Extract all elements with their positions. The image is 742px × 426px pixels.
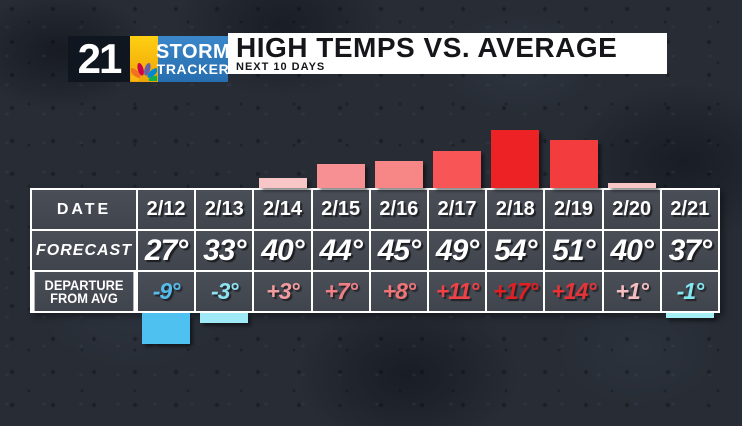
departure-cell: -1° (661, 272, 718, 311)
departure-cell: +1° (603, 272, 660, 311)
forecast-cell: 27° (138, 231, 195, 270)
date-cell: 2/12 (138, 190, 195, 229)
date-cell: 2/17 (429, 190, 486, 229)
departure-bar (316, 164, 365, 188)
row-label-date: DATE (32, 190, 136, 229)
date-cell: 2/20 (603, 190, 660, 229)
departure-cell: -9° (138, 272, 195, 311)
station-number: 21 (77, 35, 123, 82)
station-logo: 21 (68, 36, 130, 82)
departure-bar (200, 313, 249, 323)
row-label-forecast: FORECAST (32, 231, 136, 270)
departure-bar (433, 151, 482, 188)
page-subtitle: NEXT 10 DAYS (236, 61, 326, 73)
departure-bar (142, 313, 191, 344)
brand-line1: STORM (155, 40, 231, 63)
page-title: HIGH TEMPS VS. AVERAGE (236, 32, 618, 63)
date-cell: 2/13 (196, 190, 253, 229)
row-label-departure-line2: FROM AVG (50, 290, 118, 306)
departure-cell: +7° (312, 272, 369, 311)
date-cell: 2/19 (545, 190, 602, 229)
departure-bar (549, 140, 598, 188)
departure-cell: +11° (429, 272, 486, 311)
forecast-cell: 37° (661, 231, 718, 270)
departure-cell: +3° (254, 272, 311, 311)
stormtracker-brand: STORM TRACKER (155, 36, 231, 82)
brand-line2: TRACKER (156, 60, 230, 77)
departure-cell: +17° (487, 272, 544, 311)
title-banner: HIGH TEMPS VS. AVERAGE NEXT 10 DAYS (228, 33, 667, 74)
departure-cell: +8° (370, 272, 427, 311)
date-cell: 2/15 (312, 190, 369, 229)
forecast-cell: 40° (254, 231, 311, 270)
date-cell: 2/21 (661, 190, 718, 229)
date-cell: 2/18 (487, 190, 544, 229)
departure-bar (491, 130, 540, 188)
departure-bar (665, 313, 714, 318)
forecast-cell: 54° (487, 231, 544, 270)
nbc-peacock-icon (131, 63, 157, 81)
departure-bar (607, 183, 656, 188)
forecast-cell: 33° (196, 231, 253, 270)
logo-yellow-stripe (130, 36, 158, 82)
departure-bar (258, 178, 307, 188)
forecast-cell: 40° (603, 231, 660, 270)
date-cell: 2/16 (370, 190, 427, 229)
row-label-departure-line1: DEPARTURE (44, 277, 124, 293)
forecast-cell: 45° (370, 231, 427, 270)
forecast-cell: 44° (312, 231, 369, 270)
row-label-departure: DEPARTURE FROM AVG (34, 272, 134, 311)
date-cell: 2/14 (254, 190, 311, 229)
departure-bar (374, 161, 423, 188)
forecast-cell: 51° (545, 231, 602, 270)
departure-cell: -3° (196, 272, 253, 311)
forecast-table: DATE 2/12 2/13 2/14 2/15 2/16 2/17 2/18 2/19 2/20… (30, 188, 720, 313)
forecast-cell: 49° (429, 231, 486, 270)
departure-cell: +14° (545, 272, 602, 311)
